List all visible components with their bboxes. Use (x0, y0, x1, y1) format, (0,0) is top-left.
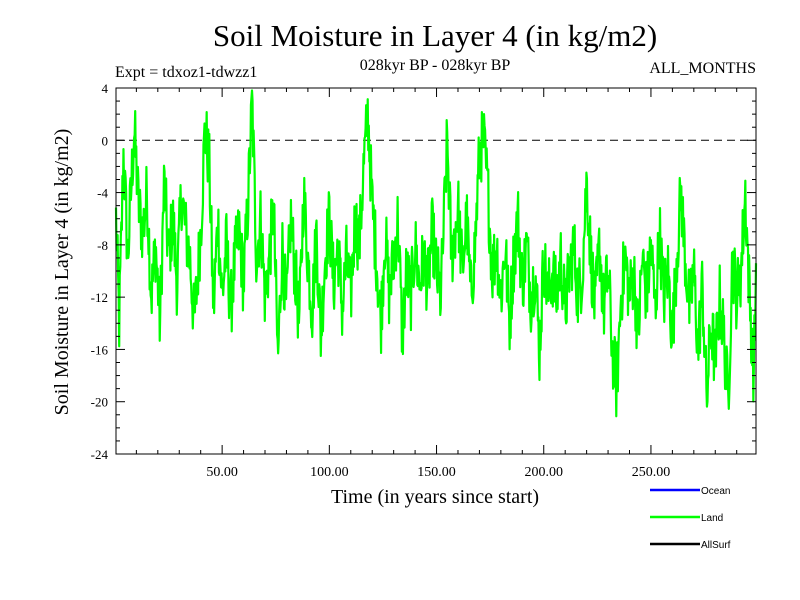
y-tick-label: -24 (91, 447, 109, 462)
plot-area: 4 0 -4 -8 -12 -16 -20 -24 50.00 100.00 150.00 200.0… (91, 81, 758, 480)
legend-label-land: Land (701, 513, 723, 524)
period-label: 028kyr BP - 028kyr BP (360, 57, 511, 74)
y-axis-label: Soil Moisture in Layer 4 (in kg/m2) (51, 129, 73, 416)
x-tick-label: 150.00 (417, 465, 456, 480)
land-series-line (114, 89, 758, 418)
x-tick-label: 100.00 (310, 465, 349, 480)
legend-label-allsurf: AllSurf (701, 540, 731, 551)
y-tick-label: 0 (102, 133, 109, 148)
y-tick-label: -8 (97, 238, 108, 253)
x-tick-label: 200.00 (524, 465, 563, 480)
chart-title: Soil Moisture in Layer 4 (in kg/m2) (213, 18, 657, 53)
experiment-label: Expt = tdxoz1-tdwzz1 (115, 64, 257, 81)
legend-label-ocean: Ocean (701, 486, 730, 497)
y-tick-label: -12 (91, 290, 108, 305)
x-tick-label: 250.00 (632, 465, 671, 480)
y-tick-label: -4 (97, 186, 108, 201)
y-tick-label: 4 (102, 81, 109, 96)
y-tick-label: -16 (91, 342, 109, 357)
months-label: ALL_MONTHS (649, 60, 756, 77)
x-tick-label: 50.00 (206, 465, 238, 480)
y-tick-label: -20 (91, 395, 108, 410)
x-axis-label: Time (in years since start) (331, 486, 539, 508)
legend: Ocean Land AllSurf (650, 486, 731, 551)
